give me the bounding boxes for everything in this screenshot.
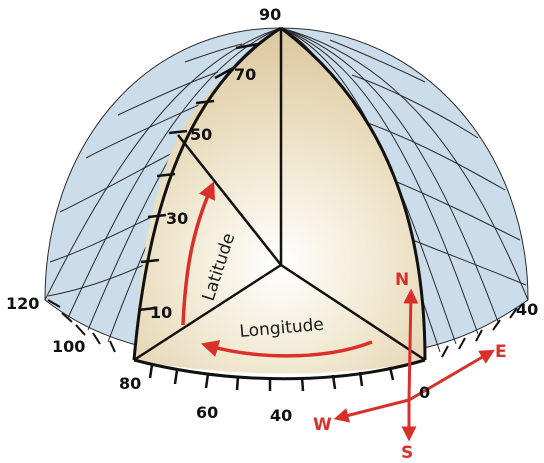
bottom-longitude-tick-marks <box>148 364 395 392</box>
longitude-label-60: 60 <box>196 403 218 422</box>
right-longitude-tick-marks <box>441 307 518 358</box>
latitude-label-30: 30 <box>166 209 188 228</box>
east-label: E <box>495 342 507 362</box>
west-arrow <box>333 398 410 423</box>
latitude-label-50: 50 <box>190 125 212 144</box>
west-label: W <box>313 415 332 435</box>
north-label: N <box>395 270 409 290</box>
pole-label: 90 <box>259 5 281 24</box>
left-parallel-lines <box>47 43 243 297</box>
compass-arrows <box>333 288 495 442</box>
left-longitude-tick-marks <box>47 299 116 353</box>
meridian-plane-face <box>281 28 425 360</box>
wedge-edges <box>132 26 427 381</box>
south-label: S <box>401 443 413 463</box>
latitude-arrow <box>181 181 215 326</box>
longitude-label-40-west: 40 <box>270 406 292 425</box>
longitude-label-100: 100 <box>52 337 85 356</box>
longitude-label-80: 80 <box>119 374 141 393</box>
latitude-label-10: 10 <box>150 303 172 322</box>
north-arrow <box>403 288 419 401</box>
latitude-label-70: 70 <box>234 65 256 84</box>
latitude-tick-marks <box>137 42 259 312</box>
longitude-label-120: 120 <box>6 294 39 313</box>
east-arrow <box>408 349 495 402</box>
longitude-label-40-east: 40 <box>516 300 538 319</box>
longitude-label-0: 0 <box>419 383 430 402</box>
longitude-arrow <box>200 340 373 358</box>
